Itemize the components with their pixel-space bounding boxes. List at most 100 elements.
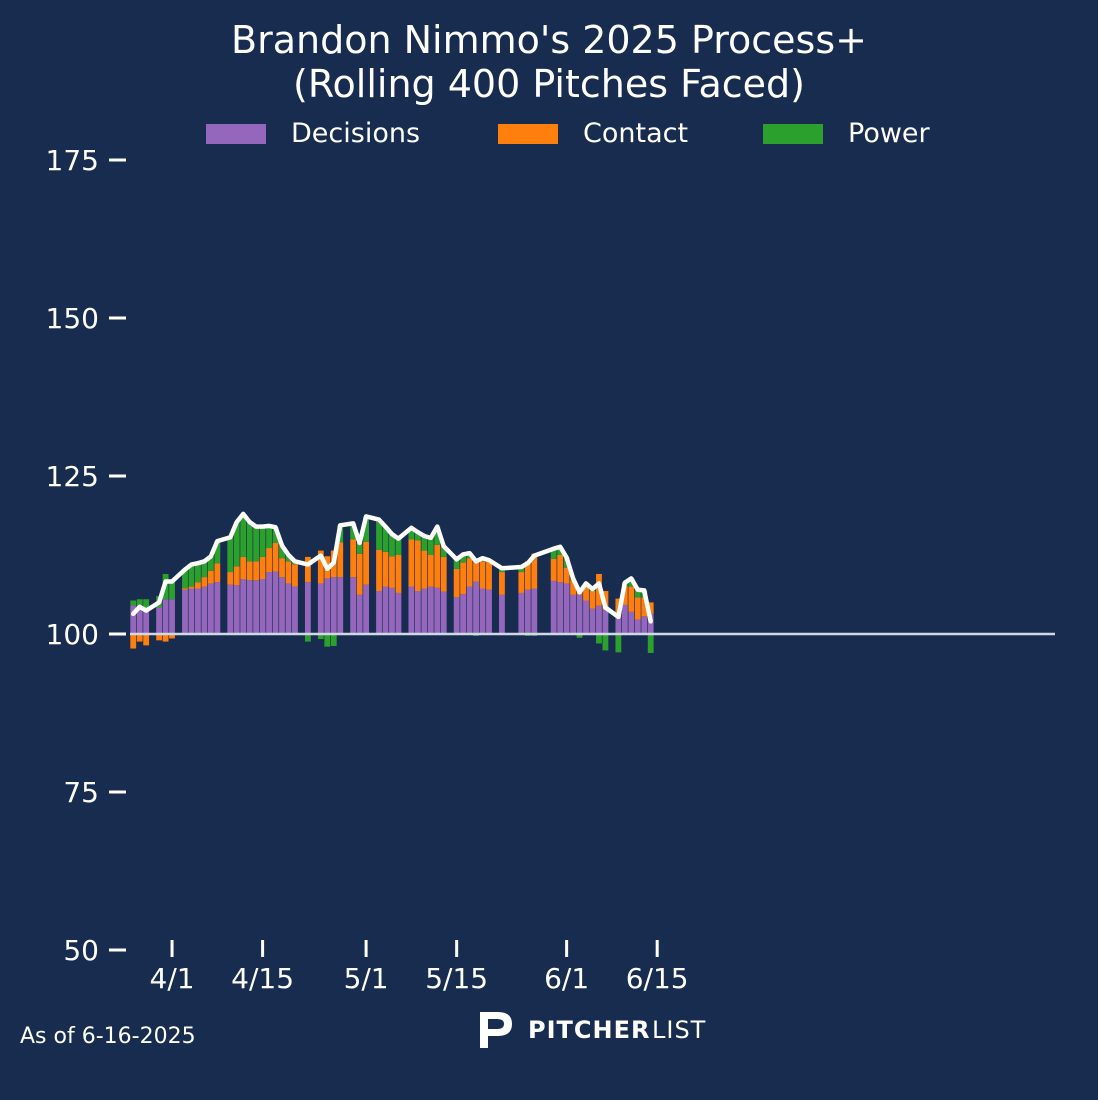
bar-segment-power (382, 526, 389, 552)
bar-segment-decisions (201, 586, 208, 634)
bar-segment-decisions (628, 611, 635, 634)
bar-segment-contact (427, 555, 434, 587)
bar-segment-power (376, 519, 382, 550)
bar-segment-decisions (395, 592, 402, 634)
bar-segment-contact (266, 548, 272, 573)
bar-segment-contact (188, 586, 195, 589)
bar-segment-power (518, 567, 525, 573)
bar-segment-power (169, 580, 175, 600)
bar-segment-power (363, 516, 370, 542)
bar-segment-contact (421, 550, 428, 589)
bar-segment-power (576, 634, 583, 638)
legend-label-power: Power (848, 118, 930, 149)
bar-segment-decisions (440, 591, 447, 634)
bar-segment-contact (253, 561, 260, 581)
bar-segment-decisions (376, 591, 382, 634)
bar-segment-decisions (253, 580, 260, 634)
bar-segment-decisions (350, 577, 357, 634)
bar-segment-decisions (531, 588, 538, 634)
y-tick-label: 75 (63, 776, 99, 809)
bar-segment-decisions (550, 580, 557, 634)
bar-segment-power (324, 634, 331, 647)
x-tick-label: 5/1 (344, 962, 389, 995)
bar-segment-contact (414, 540, 421, 592)
bar-segment-decisions (602, 609, 609, 634)
bar-segment-contact (499, 572, 505, 595)
bar-segment-contact (389, 556, 395, 588)
bar-segment-power (285, 555, 292, 562)
bar-segment-power (596, 634, 602, 644)
bar-segment-decisions (408, 586, 415, 634)
bar-segment-contact (550, 558, 557, 581)
bar-segment-power (389, 534, 395, 557)
bar-segment-decisions (285, 583, 292, 634)
bar-segment-contact (317, 550, 324, 584)
bar-segment-contact (395, 555, 402, 593)
bar-segment-contact (486, 561, 492, 590)
bar-segment-decisions (524, 589, 531, 634)
y-tick-label: 100 (46, 618, 99, 651)
x-tick-label: 4/15 (231, 962, 294, 995)
x-tick-label: 6/15 (626, 962, 689, 995)
bar-segment-contact (356, 553, 363, 595)
bar-segment-contact (279, 558, 285, 578)
y-tick-label: 50 (63, 934, 99, 967)
bar-segment-decisions (330, 577, 337, 634)
bar-segment-power (427, 537, 434, 555)
bar-segment-contact (201, 577, 208, 587)
bar-segment-power (615, 634, 622, 653)
legend: Decisions Contact Power (0, 118, 1098, 152)
process-plus-line (130, 511, 653, 624)
bar-segment-decisions (473, 581, 479, 634)
bar-segment-power (207, 556, 214, 571)
bar-segment-decisions (272, 571, 279, 634)
bar-segment-decisions (246, 580, 253, 634)
bar-segment-contact (143, 634, 150, 646)
bar-segment-decisions (382, 586, 389, 634)
bar-segment-contact (285, 561, 292, 584)
legend-label-contact: Contact (583, 118, 689, 149)
bar-segment-decisions (162, 599, 169, 634)
bar-segment-decisions (207, 583, 214, 634)
bar-segment-contact (453, 568, 460, 598)
bar-segment-contact (136, 634, 143, 642)
bar-segment-contact (350, 539, 357, 578)
bar-segment-decisions (143, 608, 150, 634)
bar-segment-power (195, 563, 201, 583)
bar-segment-decisions (304, 582, 311, 634)
bar-segment-power (266, 525, 272, 549)
y-tick-label: 175 (46, 144, 99, 177)
bar-segment-power (259, 526, 266, 557)
bar-segment-decisions (589, 608, 596, 634)
bar-segment-contact (162, 634, 169, 642)
brand-text-bold: PITCHER (528, 1016, 651, 1044)
x-tick-label: 5/15 (425, 962, 488, 995)
bar-segment-power (279, 545, 285, 559)
bar-segment-decisions (557, 582, 564, 634)
bar-segment-contact (233, 566, 240, 586)
bar-segment-decisions (266, 572, 272, 634)
bar-segment-contact (156, 634, 163, 641)
bar-segment-power (350, 523, 357, 540)
bar-segment-decisions (434, 587, 441, 634)
bar-segment-contact (169, 634, 175, 639)
bar-segment-contact (479, 561, 486, 589)
bar-segment-decisions (486, 589, 492, 634)
bar-segment-decisions (479, 588, 486, 634)
bar-segment-decisions (337, 577, 344, 634)
bar-segment-power (602, 634, 609, 651)
y-tick-label: 125 (46, 460, 99, 493)
bar-segment-decisions (182, 589, 188, 634)
legend-swatch-decisions (206, 124, 266, 144)
bar-segment-power (246, 522, 253, 562)
bar-segment-contact (628, 586, 635, 612)
bar-segment-decisions (259, 579, 266, 634)
bar-segment-decisions (641, 616, 648, 634)
bar-segment-power (304, 634, 311, 642)
bar-segment-power (414, 532, 421, 541)
bar-segment-contact (473, 559, 479, 582)
bar-segment-decisions (421, 588, 428, 634)
bar-segment-power (453, 559, 460, 569)
bar-segment-power (272, 527, 279, 543)
bar-segment-contact (227, 572, 234, 585)
